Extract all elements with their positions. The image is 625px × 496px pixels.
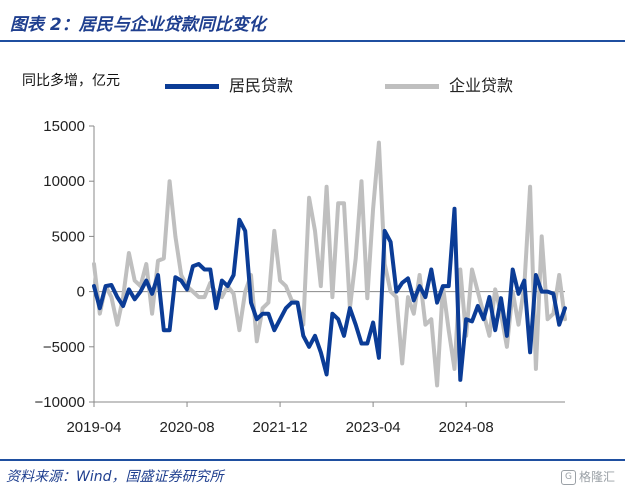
y-tick-label: −5000 [43,339,85,356]
legend-household: 居民贷款 [165,72,293,96]
chart-axes: 15000 10000 5000 0 −5000 −10000 2019-04 2020-08… [35,118,565,436]
footer-divider [0,459,625,461]
legend-household-swatch [165,84,219,89]
y-tick-label: 15000 [43,118,85,135]
chart-lines [92,140,567,388]
title-divider [0,40,625,42]
x-tick-label: 2023-04 [346,419,401,436]
y-tick-label: 0 [77,284,85,301]
legend-corporate: 企业贷款 [385,72,513,96]
household-loan-line [92,206,567,382]
source-note: 资料来源：Wind，国盛证券研究所 [6,469,224,485]
y-tick-label: 5000 [52,228,85,245]
y-tick-label: 10000 [43,173,85,190]
x-tick-label: 2021-12 [253,419,308,436]
legend-corporate-label: 企业贷款 [449,76,514,95]
corporate-loan-line [92,140,567,388]
y-tick-label: −10000 [35,394,85,411]
legend-household-label: 居民贷款 [229,76,294,95]
x-tick-label: 2024-08 [439,419,494,436]
loan-change-chart: 15000 10000 5000 0 −5000 −10000 2019-04 2020-08… [35,118,567,436]
figure-title: 图表 2：居民与企业贷款同比变化 [10,15,266,35]
gelonghui-logo-icon: G [560,470,576,485]
y-axis-label: 同比多增，亿元 [22,73,120,89]
watermark-text: 格隆汇 [578,470,615,484]
legend-corporate-swatch [385,84,439,89]
x-tick-label: 2019-04 [66,419,121,436]
x-tick-label: 2020-08 [160,419,215,436]
watermark: G 格隆汇 [560,468,615,485]
